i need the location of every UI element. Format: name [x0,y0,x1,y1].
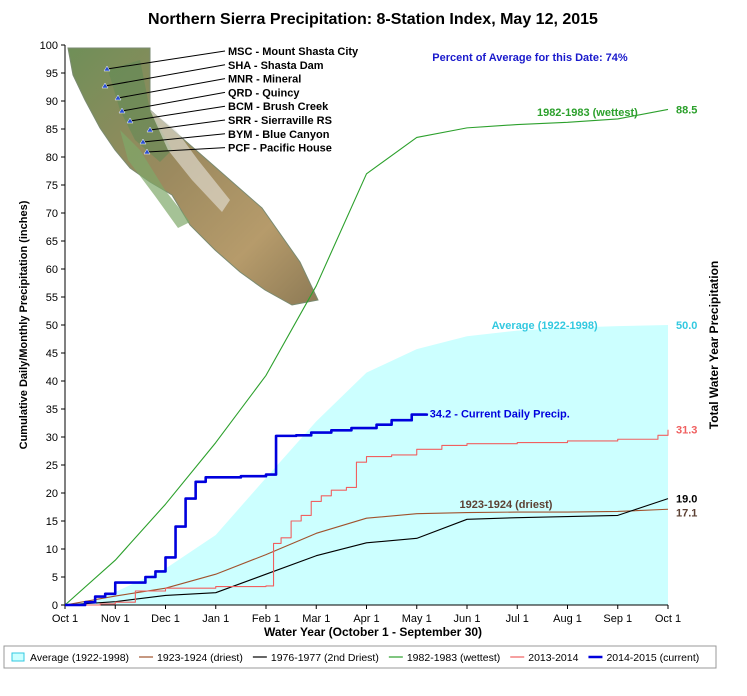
y-tick-label: 80 [46,152,58,164]
station-leader [106,50,226,70]
wy2014-end-value: 31.3 [676,425,697,437]
x-tick-label: Jan 1 [202,613,229,625]
y-tick-label: 60 [46,264,58,276]
x-tick-label: Mar 1 [302,613,330,625]
legend-entry: 2014-2015 (current) [606,652,699,664]
driest-label: 1923-1924 (driest) [459,499,552,511]
average-area [65,325,668,605]
current-label: 34.2 - Current Daily Precip. [430,408,570,420]
y-tick-label: 35 [46,404,58,416]
station-marker-icon [139,138,147,145]
legend-entry: Average (1922-1998) [30,652,129,664]
station-labels: MSC - Mount Shasta City SHA - Shasta Dam M… [101,46,359,155]
x-tick-label: Sep 1 [603,613,632,625]
station-leader [142,133,226,143]
chart-title: Northern Sierra Precipitation: 8-Station… [148,11,598,28]
area-layer [65,325,668,605]
series-labels: Average (1922-1998) 50.0 1982-1983 (wettes… [430,104,698,519]
x-tick-label: Dec 1 [151,613,180,625]
wettest-label: 1982-1983 (wettest) [537,107,638,119]
legend-swatch [11,652,25,662]
station-label: SRR - Sierraville RS [228,115,332,127]
y-tick-label: 90 [46,96,58,108]
series-line-2013-2014 [65,429,669,606]
series-line-2014-2015-current [65,413,429,607]
second-driest-end-value: 19.0 [676,494,697,506]
california-map-image [67,47,319,306]
y-tick-label: 50 [46,320,58,332]
y-axis-label: Cumulative Daily/Monthly Precipitation (… [18,200,30,449]
y-tick-label: 30 [46,432,58,444]
x-tick-label: Aug 1 [553,613,582,625]
x-tick-label: May 1 [402,613,432,625]
series-line-1982-1983-wettest [64,108,669,606]
series-line-1976-1977-2nd-driest [64,498,669,606]
x-tick-label: Feb 1 [252,613,280,625]
y-tick-label: 85 [46,124,58,136]
axes: 0 5 10 15 20 25 30 35 40 45 50 55 60 65 70 75 80 85 90 95 10… [40,40,682,625]
station-label: BCM - Brush Creek [228,101,329,113]
y-tick-label: 20 [46,488,58,500]
station-marker-icon [114,94,122,101]
y-tick-label: 55 [46,292,58,304]
legend-box [3,645,717,669]
x-tick-label: Apr 1 [353,613,379,625]
y-tick-label: 70 [46,208,58,220]
y-tick-label: 15 [46,516,58,528]
station-label: PCF - Pacific House [228,143,332,155]
station-label: MNR - Mineral [228,74,301,86]
station-marker-icon [143,148,151,155]
legend-entry: 2013-2014 [528,652,578,664]
average-label: Average (1922-1998) [492,320,598,332]
station-marker-icon [103,65,111,72]
x-tick-label: Jul 1 [506,613,529,625]
station-leader [121,91,226,112]
y-tick-label: 40 [46,376,58,388]
y-tick-label: 100 [40,40,58,52]
station-label: SHA - Shasta Dam [228,60,324,72]
y-tick-label: 25 [46,460,58,472]
station-label: MSC - Mount Shasta City [228,46,359,58]
station-leader [129,105,226,122]
y-tick-label: 45 [46,348,58,360]
chart-subtitle: Percent of Average for this Date: 74% [432,52,628,64]
legend-entry: 1976-1977 (2nd Driest) [271,652,379,664]
wettest-end-value: 88.5 [676,104,697,116]
lines-layer [64,108,669,607]
y-tick-label: 95 [46,68,58,80]
x-tick-label: Oct 1 [655,613,681,625]
y-tick-label: 10 [46,544,58,556]
driest-end-value: 17.1 [676,507,697,519]
x-tick-label: Oct 1 [52,613,78,625]
legend: Average (1922-1998) 1923-1924 (driest) 197… [3,645,717,669]
station-leader [146,147,226,153]
x-axis-label: Water Year (October 1 - September 30) [264,625,482,639]
legend-entry: 1923-1924 (driest) [157,652,243,664]
y-tick-label: 65 [46,236,58,248]
station-leader [149,119,226,131]
station-label: QRD - Quincy [228,87,300,99]
y-tick-label: 5 [52,572,58,584]
station-leader [117,78,226,99]
station-marker-icon [146,126,154,133]
average-end-value: 50.0 [676,320,697,332]
x-tick-label: Nov 1 [101,613,130,625]
station-marker-icon [126,117,134,124]
y-tick-label: 0 [52,600,58,612]
legend-entry: 1982-1983 (wettest) [407,652,500,664]
x-tick-label: Jun 1 [454,613,481,625]
y-tick-label: 75 [46,180,58,192]
station-leader [104,64,226,87]
station-marker-icon [101,82,109,89]
right-axis-label: Total Water Year Precipitation [707,261,721,430]
station-label: BYM - Blue Canyon [228,129,330,141]
station-marker-icon [118,107,126,114]
